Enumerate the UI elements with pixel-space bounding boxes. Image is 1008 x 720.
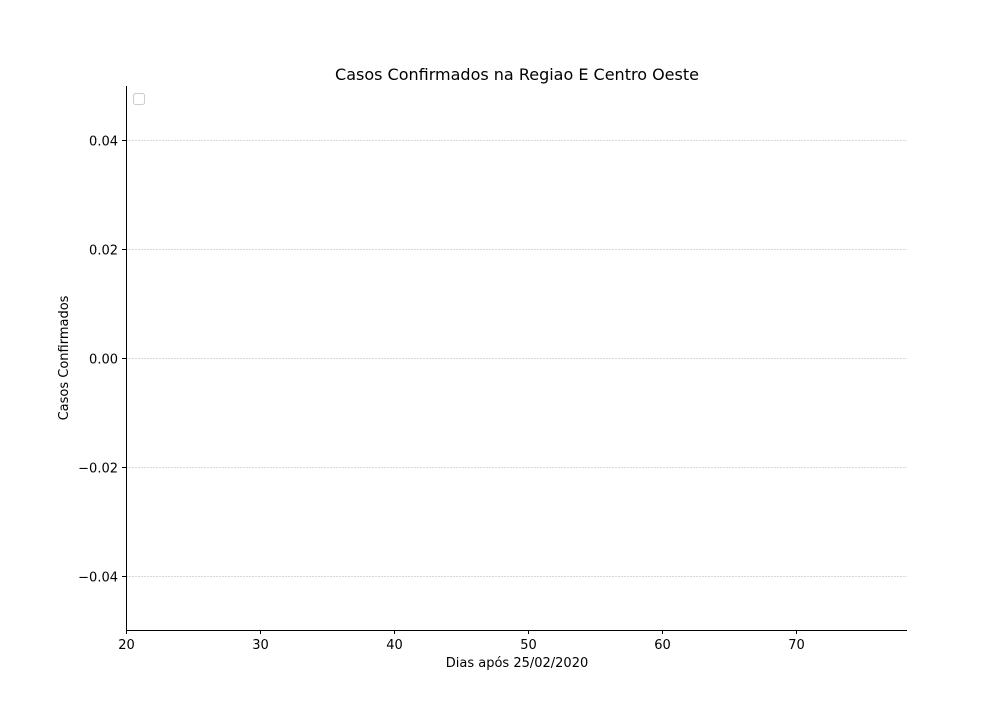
y-axis-label: Casos Confirmados <box>57 295 72 420</box>
x-tick-label: 30 <box>252 638 269 653</box>
y-tick-label: −0.04 <box>78 571 118 586</box>
x-tick-label: 60 <box>654 638 671 653</box>
y-tick-label: −0.02 <box>78 462 118 477</box>
y-ticks: −0.04 −0.02 0.00 0.02 0.04 <box>78 135 126 586</box>
x-axis-label: Dias após 25/02/2020 <box>446 656 589 671</box>
x-tick-label: 70 <box>788 638 805 653</box>
x-tick-label: 40 <box>386 638 403 653</box>
x-tick-label: 20 <box>118 638 135 653</box>
y-tick-label: 0.00 <box>89 353 118 368</box>
x-tick-label: 50 <box>520 638 537 653</box>
legend-box <box>133 93 145 105</box>
grid-lines <box>126 140 907 577</box>
x-ticks: 20 30 40 50 60 70 <box>118 630 805 653</box>
y-tick-label: 0.02 <box>89 244 118 259</box>
chart-title: Casos Confirmados na Regiao E Centro Oes… <box>335 65 699 84</box>
y-tick-label: 0.04 <box>89 135 118 150</box>
